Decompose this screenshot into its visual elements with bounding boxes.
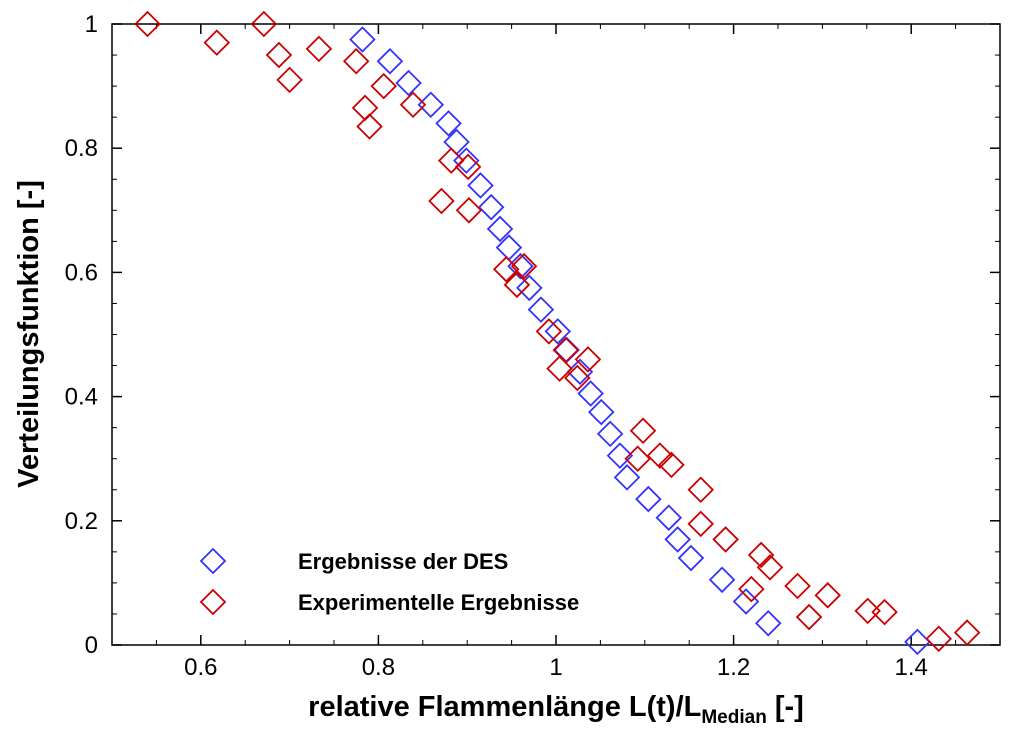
legend-label-experiment: Experimentelle Ergebnisse — [298, 590, 579, 615]
experiment-data-point — [356, 113, 383, 140]
axis-ticks — [111, 23, 1001, 646]
experiment-data-point — [756, 554, 784, 581]
axis-tick-labels: 0.6 0.8 1 1.2 1.4 0 0.2 0.4 0.6 0.8 1 — [65, 11, 928, 681]
x-axis-title-subscript: Median — [701, 707, 766, 728]
y-tick-label: 0.6 — [65, 259, 98, 286]
experiment-data-point — [784, 572, 811, 600]
des-data-point — [477, 193, 505, 221]
experiment-data-point — [250, 10, 278, 38]
experiment-data-point — [687, 510, 715, 538]
des-data-point — [732, 588, 760, 615]
y-tick-label: 0.8 — [65, 135, 98, 162]
des-data-point — [566, 358, 594, 386]
experiment-data-point — [305, 35, 333, 63]
legend-marker-des — [199, 547, 227, 575]
des-data-point — [904, 628, 931, 656]
des-data-point — [516, 274, 543, 302]
y-tick-label: 1 — [85, 11, 98, 38]
des-data-point — [507, 252, 534, 280]
experiment-data-point — [687, 476, 715, 504]
experiment-data-point — [546, 355, 573, 382]
experiment-data-point — [428, 187, 455, 215]
experiment-data-point — [814, 582, 842, 609]
des-data-point — [677, 544, 705, 572]
y-axis-title: Verteilungsfunktion [-] — [13, 180, 45, 488]
des-data-point — [754, 609, 782, 637]
experiment-data-point — [712, 526, 739, 553]
y-tick-label: 0.2 — [65, 508, 98, 535]
experiment-data-point — [492, 256, 520, 283]
legend: Ergebnisse der DES Experimentelle Ergebn… — [199, 547, 579, 616]
experiment-data-point — [454, 153, 482, 181]
x-axis-title-unit: [-] — [767, 691, 804, 723]
experiment-data-point — [342, 47, 370, 75]
des-data-point — [613, 464, 641, 491]
y-tick-label: 0.4 — [65, 384, 98, 411]
des-data-point — [655, 504, 683, 531]
experiment-data-point — [370, 72, 398, 100]
experiment-data-point — [564, 364, 591, 392]
experiment-data-point — [276, 66, 303, 94]
experiment-data-point — [265, 41, 293, 69]
legend-label-des: Ergebnisse der DES — [298, 549, 508, 574]
plot-frame — [111, 23, 1001, 646]
legend-marker-experiment — [199, 588, 227, 616]
des-data-point — [467, 172, 494, 199]
experiment-data-point — [747, 541, 775, 569]
experiment-data-point — [351, 94, 379, 122]
x-tick-label: 1.2 — [717, 654, 750, 681]
experiment-data-point — [953, 619, 981, 646]
experiment-data-point — [658, 451, 685, 479]
des-data-point — [395, 69, 422, 97]
experiment-data-point — [646, 442, 674, 469]
des-data-point — [486, 215, 514, 243]
des-data-point — [606, 442, 634, 469]
experiment-data-point — [925, 625, 953, 653]
des-data-point — [527, 296, 555, 323]
x-tick-label: 1 — [549, 654, 562, 681]
des-data-point — [577, 380, 604, 407]
des-data-point — [588, 398, 615, 426]
experiment-data-point — [871, 598, 898, 626]
data-points — [134, 10, 981, 656]
des-data-point — [635, 485, 662, 513]
des-data-point — [417, 91, 445, 119]
x-tick-label: 0.6 — [184, 654, 217, 681]
experiment-data-point — [503, 271, 531, 299]
experiment-data-point — [510, 252, 538, 280]
experiment-data-point — [624, 445, 651, 472]
x-tick-label: 0.8 — [362, 654, 395, 681]
des-data-point — [664, 526, 691, 553]
experiment-data-point — [203, 29, 231, 56]
x-axis-title-main: relative Flammenlänge L(t)/L — [308, 691, 701, 723]
experiment-data-point — [455, 197, 483, 224]
experiment-data-point — [437, 147, 465, 174]
experiment-data-point — [134, 10, 161, 38]
experiment-data-point — [795, 603, 823, 631]
des-data-point — [495, 234, 523, 261]
experiment-data-point — [629, 417, 657, 445]
des-data-point — [376, 47, 404, 75]
des-data-point — [708, 566, 736, 594]
experiment-data-point — [738, 575, 765, 603]
des-data-point — [544, 318, 572, 345]
des-data-point — [435, 110, 462, 137]
x-axis-title: relative Flammenlänge L(t)/LMedian [-] — [308, 691, 804, 728]
des-data-point — [349, 26, 376, 53]
y-tick-label: 0 — [85, 632, 98, 659]
x-tick-label: 1.4 — [895, 654, 928, 681]
des-data-point — [596, 420, 624, 448]
experiment-data-point — [854, 597, 881, 625]
experiment-data-point — [574, 346, 602, 373]
experiment-data-point — [399, 91, 427, 119]
experiment-data-point — [535, 318, 563, 345]
